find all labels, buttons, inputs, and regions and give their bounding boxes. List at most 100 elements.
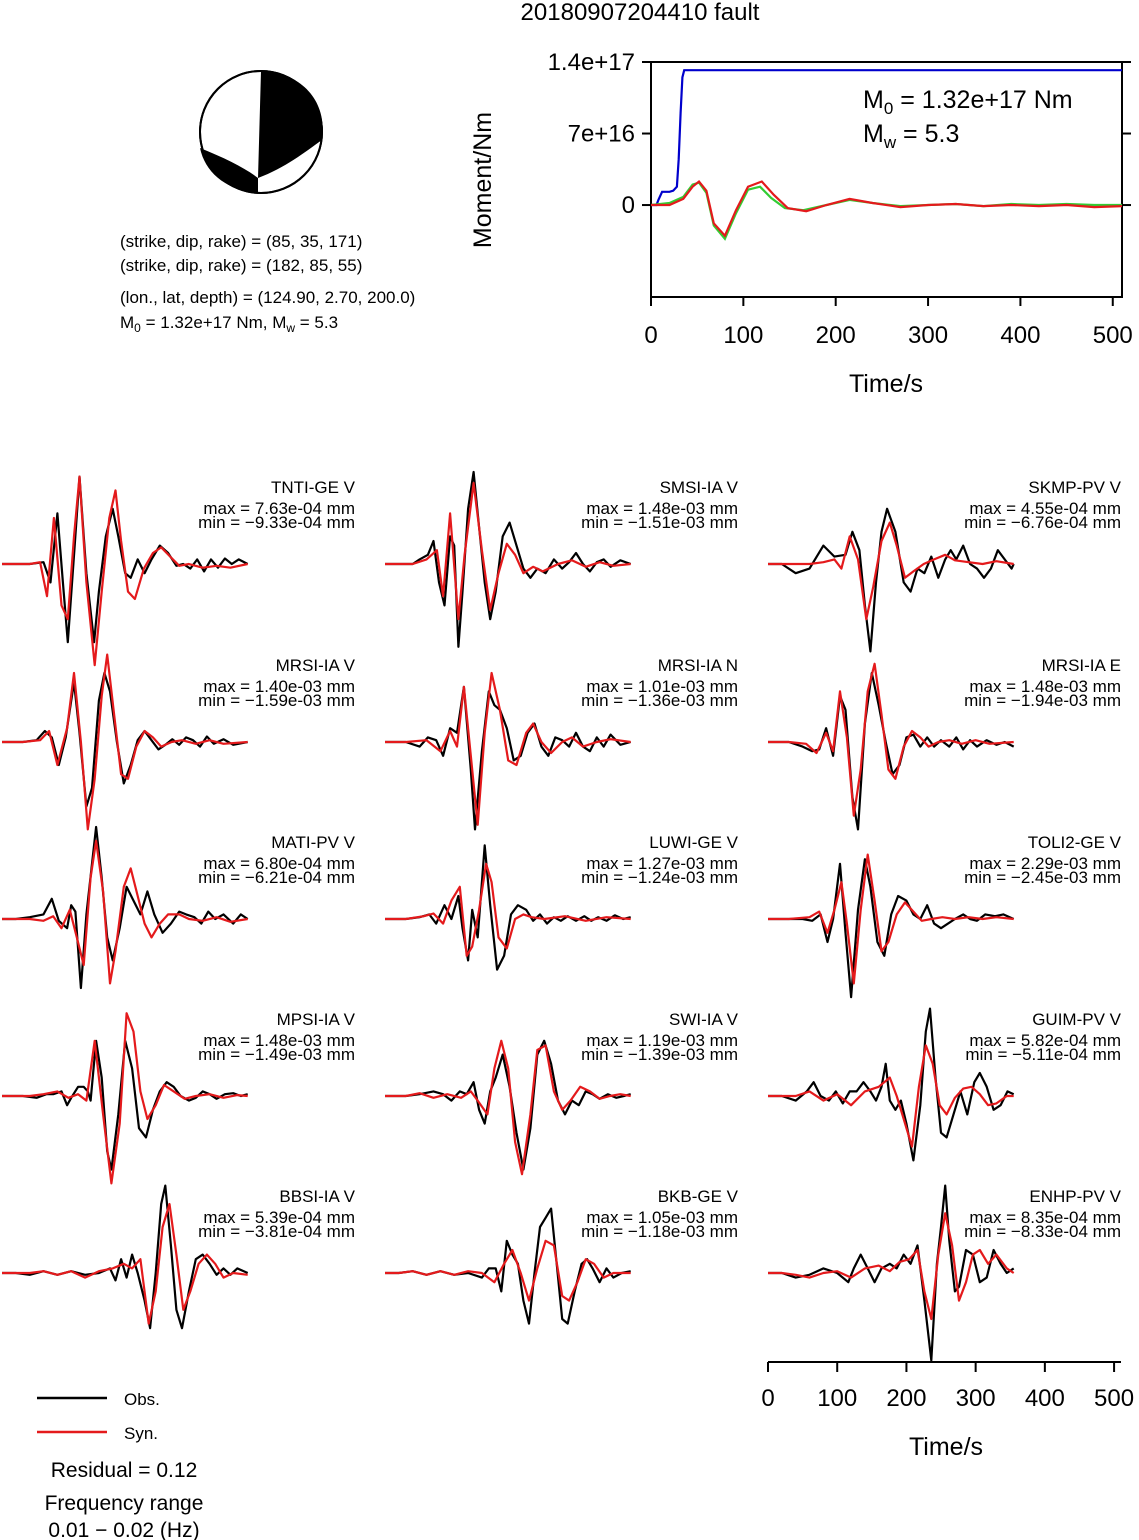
observed-trace: [2, 825, 249, 990]
waveform-axis-tick-label: 200: [886, 1385, 926, 1412]
station-name: LUWI-GE V: [649, 833, 738, 852]
legend-syn-label: Syn.: [124, 1424, 158, 1443]
observed-trace: [2, 475, 249, 644]
station-name: TNTI-GE V: [271, 478, 356, 497]
synthetic-trace: [2, 839, 248, 985]
station-min: min = −1.49e-03 mm: [198, 1045, 355, 1064]
station-max: max = 1.48e-03 mm: [969, 677, 1121, 696]
stf-series-line-2: [651, 179, 1123, 238]
station-max: max = 1.48e-03 mm: [203, 1031, 355, 1050]
synthetic-trace: [768, 662, 1014, 817]
station-min: min = −6.76e-04 mm: [964, 513, 1121, 532]
observed-trace: [768, 1184, 1015, 1362]
legend-obs-label: Obs.: [124, 1390, 160, 1409]
residual-text: Residual = 0.12: [51, 1459, 198, 1482]
station-name: MRSI-IA E: [1042, 656, 1121, 675]
nodal-plane-1: (strike, dip, rake) = (85, 35, 171): [120, 232, 362, 251]
stf-y-axis-label: Moment/Nm: [469, 112, 497, 248]
stf-y-tick-label: 7e+16: [568, 121, 635, 148]
station-min: min = −6.21e-04 mm: [198, 868, 355, 887]
waveform-axis-tick-label: 100: [817, 1385, 857, 1412]
station-name: MRSI-IA N: [658, 656, 738, 675]
station-name: BKB-GE V: [658, 1187, 739, 1206]
stf-y-tick-label: 1.4e+17: [548, 49, 635, 76]
station-min: min = −1.18e-03 mm: [581, 1222, 738, 1241]
observed-trace: [768, 507, 1015, 653]
station-name: SWI-IA V: [669, 1010, 739, 1029]
station-min: min = −1.94e-03 mm: [964, 691, 1121, 710]
synthetic-trace: [385, 862, 631, 957]
stf-x-tick-label: 500: [1093, 322, 1133, 349]
station-max: max = 1.01e-03 mm: [586, 677, 738, 696]
station-max: max = 5.39e-04 mm: [203, 1208, 355, 1227]
nodal-plane-2: (strike, dip, rake) = (182, 85, 55): [120, 256, 362, 275]
station-max: max = 1.05e-03 mm: [586, 1208, 738, 1227]
station-min: min = −1.24e-03 mm: [581, 868, 738, 887]
station-name: SKMP-PV V: [1028, 478, 1121, 497]
station-max: max = 5.82e-04 mm: [969, 1031, 1121, 1050]
station-max: max = 6.80e-04 mm: [203, 854, 355, 873]
synthetic-trace: [768, 1212, 1015, 1321]
waveform-time-axis: 0 100 200 300 400 500: [761, 1361, 1134, 1412]
legend: Obs. Syn.: [37, 1390, 160, 1443]
stf-y-tick-label: 0: [622, 192, 635, 219]
station-name: MRSI-IA V: [276, 656, 356, 675]
waveform-x-axis-label: Time/s: [909, 1433, 983, 1461]
waveform-axis-tick-label: 0: [761, 1385, 774, 1412]
synthetic-trace: [385, 1239, 631, 1302]
frequency-range-label: Frequency range: [45, 1492, 204, 1515]
synthetic-trace: [2, 1202, 248, 1325]
station-max: max = 8.35e-04 mm: [969, 1208, 1121, 1227]
station-min: min = −8.33e-04 mm: [964, 1222, 1121, 1241]
stf-x-tick-label: 400: [1000, 322, 1040, 349]
station-min: min = −1.51e-03 mm: [581, 513, 738, 532]
stf-x-tick-label: 0: [644, 322, 657, 349]
station-name: BBSI-IA V: [279, 1187, 355, 1206]
stf-mw-annotation: Mw = 5.3: [863, 120, 959, 152]
station-min: min = −2.45e-03 mm: [964, 868, 1121, 887]
synthetic-trace: [2, 1012, 248, 1185]
station-max: max = 4.55e-04 mm: [969, 499, 1121, 518]
beachball-compression-quadrant: [258, 71, 323, 178]
synthetic-trace: [385, 671, 631, 826]
station-min: min = −1.39e-03 mm: [581, 1045, 738, 1064]
waveform-axis-tick-label: 500: [1094, 1385, 1134, 1412]
stf-x-tick-label: 100: [723, 322, 763, 349]
station-name: MPSI-IA V: [277, 1010, 356, 1029]
station-min: min = −5.11e-04 mm: [965, 1045, 1121, 1064]
station-name: GUIM-PV V: [1032, 1010, 1121, 1029]
stf-x-tick-label: 200: [816, 322, 856, 349]
beachball-compression-quadrant-2: [200, 148, 258, 193]
station-min: min = −9.33e-04 mm: [198, 513, 355, 532]
synthetic-trace: [2, 475, 248, 667]
stf-series-line-1: [650, 181, 1122, 241]
beachball: [199, 70, 323, 194]
observed-trace: [768, 1007, 1015, 1162]
station-max: max = 1.48e-03 mm: [586, 499, 738, 518]
station-max: max = 2.29e-03 mm: [969, 854, 1121, 873]
station-min: min = −3.81e-04 mm: [198, 1222, 355, 1241]
source-location: (lon., lat, depth) = (124.90, 2.70, 200.…: [120, 288, 415, 307]
waveform-axis-tick-label: 400: [1025, 1385, 1065, 1412]
station-max: max = 1.40e-03 mm: [203, 677, 355, 696]
observed-trace: [2, 671, 248, 808]
stf-x-tick-label: 300: [908, 322, 948, 349]
synthetic-trace: [768, 853, 1014, 985]
observed-trace: [385, 685, 631, 831]
station-max: max = 7.63e-04 mm: [203, 499, 355, 518]
stf-plot-frame: [650, 61, 1123, 298]
